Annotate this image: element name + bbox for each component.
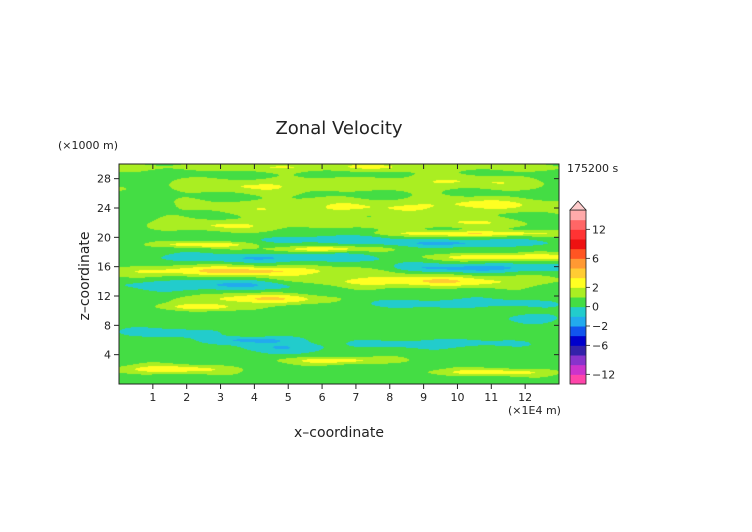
plot-frame [118, 163, 560, 385]
y-tick-label: 8 [104, 319, 111, 332]
colorbar: 12 6 2 0 −2 −6 −12 [569, 200, 615, 385]
colorbar-segment [570, 335, 586, 346]
colorbar-segment [570, 345, 586, 356]
colorbar-segment [570, 210, 586, 221]
colorbar-segment [570, 219, 586, 230]
colorbar-segment [570, 364, 586, 375]
chart-title: Zonal Velocity [275, 118, 402, 139]
y-axis-ticks: 4 8 12 16 20 24 28 [97, 173, 559, 362]
y-tick-label: 16 [97, 261, 111, 274]
x-tick-label: 7 [352, 391, 359, 404]
colorbar-segment [570, 229, 586, 240]
colorbar-segment [570, 239, 586, 250]
colorbar-tick-label: 2 [592, 281, 599, 294]
x-tick-label: 9 [420, 391, 427, 404]
x-tick-label: 3 [217, 391, 224, 404]
colorbar-segment [570, 297, 586, 308]
colorbar-segment [570, 326, 586, 337]
colorbar-tick-label: 0 [592, 301, 599, 314]
x-axis-unit: (×1E4 m) [508, 404, 561, 417]
colorbar-segment [570, 248, 586, 259]
y-axis-label: z–coordinate [77, 231, 93, 320]
plot-area [118, 163, 560, 385]
x-tick-label: 11 [484, 391, 498, 404]
colorbar-segment [570, 268, 586, 279]
x-tick-label: 12 [518, 391, 532, 404]
y-tick-label: 28 [97, 173, 111, 186]
colorbar-segment [570, 287, 586, 298]
x-tick-label: 2 [183, 391, 190, 404]
x-axis-label: x–coordinate [294, 425, 384, 441]
y-tick-label: 20 [97, 231, 111, 244]
colorbar-tick-label: −12 [592, 368, 615, 381]
colorbar-segment [570, 306, 586, 317]
colorbar-segment [570, 258, 586, 269]
colorbar-tick-label: −2 [592, 320, 608, 333]
colorbar-segment [570, 355, 586, 366]
x-tick-label: 6 [319, 391, 326, 404]
y-tick-label: 24 [97, 202, 111, 215]
colorbar-segment [570, 374, 586, 385]
x-tick-label: 8 [386, 391, 393, 404]
colorbar-tick-label: 12 [592, 223, 606, 236]
y-tick-label: 4 [104, 349, 111, 362]
colorbar-segment [570, 277, 586, 288]
colorbar-segment [570, 316, 586, 327]
x-tick-label: 4 [251, 391, 258, 404]
y-axis-unit: (×1000 m) [58, 139, 118, 152]
colorbar-tick-label: −6 [592, 339, 608, 352]
y-tick-label: 12 [97, 290, 111, 303]
velocity-field [119, 164, 559, 384]
x-axis-ticks: 1 2 3 4 5 6 7 8 9 10 11 12 [149, 164, 532, 404]
x-tick-label: 1 [149, 391, 156, 404]
time-label: 175200 s [567, 162, 618, 175]
x-tick-label: 5 [285, 391, 292, 404]
x-tick-label: 10 [450, 391, 464, 404]
colorbar-tick-label: 6 [592, 252, 599, 265]
colorbar-extend-arrow [569, 200, 587, 211]
